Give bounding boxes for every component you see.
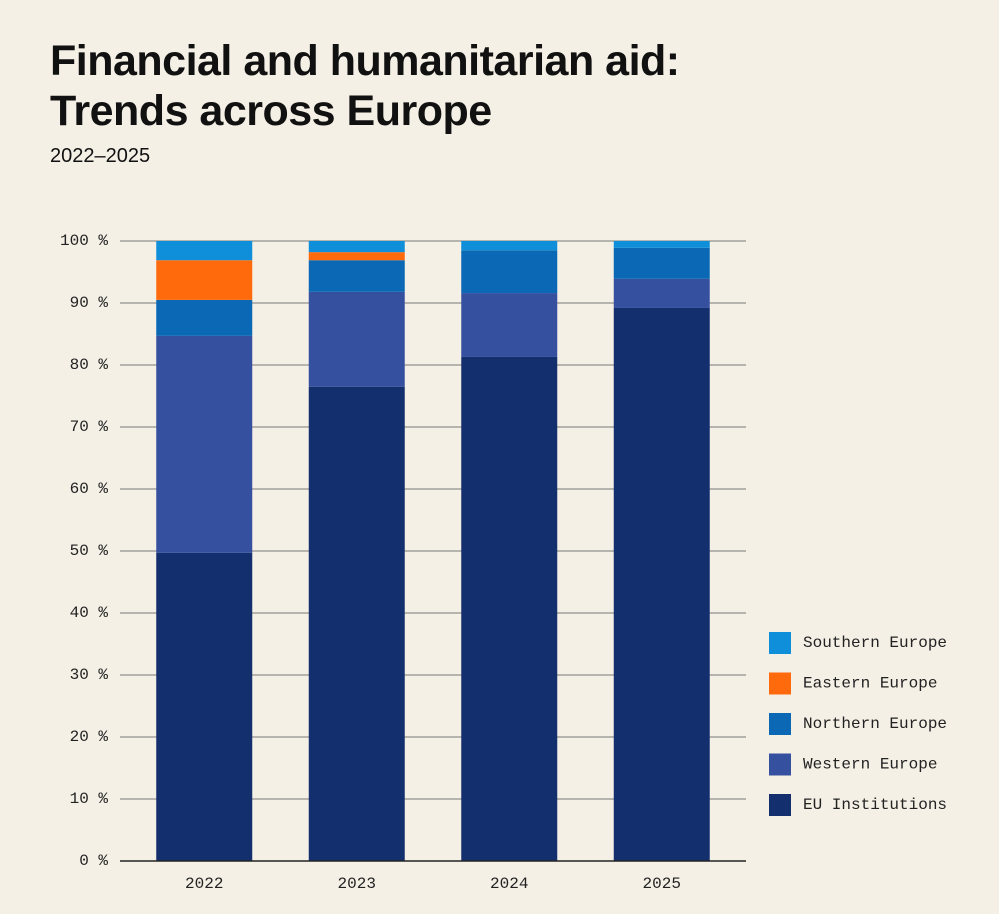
y-tick-label: 80 %: [70, 356, 109, 374]
bar-segment: [156, 260, 253, 300]
bar-segment: [461, 356, 558, 861]
bar-segment: [308, 252, 405, 261]
y-tick-label: 50 %: [70, 542, 109, 560]
bar-segment: [308, 386, 405, 861]
legend-label: Northern Europe: [803, 715, 947, 733]
legend-swatch: [769, 713, 791, 735]
y-tick-label: 60 %: [70, 480, 109, 498]
bar-segment: [308, 260, 405, 292]
y-tick-label: 90 %: [70, 294, 109, 312]
bar-segment: [461, 250, 558, 294]
x-tick-label: 2025: [643, 875, 681, 893]
bar-segment: [156, 335, 253, 553]
bar-segment: [613, 247, 710, 279]
y-tick-label: 10 %: [70, 790, 109, 808]
y-tick-label: 70 %: [70, 418, 109, 436]
legend-label: Southern Europe: [803, 634, 947, 652]
legend-swatch: [769, 794, 791, 816]
bar-segment: [613, 241, 710, 248]
chart-title: Financial and humanitarian aid: Trends a…: [50, 37, 680, 135]
legend-swatch: [769, 672, 791, 695]
bar-segment: [308, 291, 405, 387]
legend-label: Eastern Europe: [803, 675, 937, 693]
legend-swatch: [769, 632, 791, 654]
bar-segment: [461, 241, 558, 251]
bar-segment: [613, 307, 710, 862]
y-tick-label: 40 %: [70, 604, 109, 622]
y-tick-label: 30 %: [70, 666, 109, 684]
legend-label: Western Europe: [803, 756, 937, 774]
bar-segment: [156, 299, 253, 336]
y-tick-label: 0 %: [79, 852, 108, 870]
x-tick-label: 2024: [490, 875, 528, 893]
bar-segment: [308, 241, 405, 253]
chart-subtitle: 2022–2025: [50, 145, 151, 167]
bar-segment: [156, 552, 253, 861]
legend-swatch: [769, 753, 791, 776]
bar-segment: [613, 278, 710, 308]
y-tick-label: 100 %: [60, 232, 108, 250]
x-tick-label: 2023: [338, 875, 376, 893]
bar-segment: [156, 241, 253, 261]
y-tick-label: 20 %: [70, 728, 109, 746]
x-tick-label: 2022: [185, 875, 223, 893]
legend-label: EU Institutions: [803, 796, 947, 814]
bar-segment: [461, 293, 558, 357]
